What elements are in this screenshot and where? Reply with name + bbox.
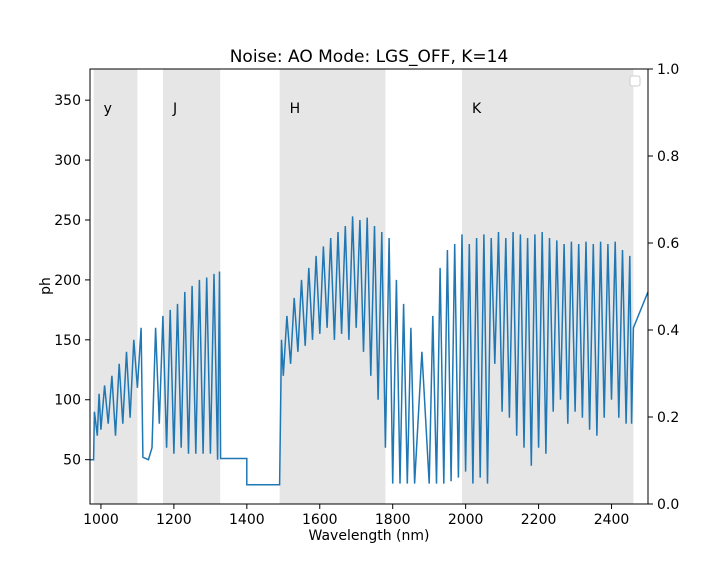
y-tick-label: 250 [54, 213, 81, 229]
x-tick-label: 1800 [375, 512, 411, 528]
band-y [93, 69, 138, 504]
band-label-H: H [290, 101, 301, 117]
band-label-K: K [472, 101, 482, 117]
y-axis-label: ph [38, 277, 54, 295]
y-tick-label: 50 [63, 453, 81, 469]
x-tick-label: 1600 [302, 512, 338, 528]
series-line [90, 216, 649, 486]
y-tick-label: 200 [54, 273, 81, 289]
chart-title: Noise: AO Mode: LGS_OFF, K=14 [230, 47, 509, 67]
y2-tick-label: 0.2 [657, 410, 679, 426]
x-axis-ticks: 1000 1200 1400 1600 1800 2000 2200 2400 [83, 504, 629, 528]
legend-box [629, 75, 641, 87]
y-tick-label: 100 [54, 393, 81, 409]
x-tick-label: 1200 [156, 512, 192, 528]
y-tick-label: 300 [54, 153, 81, 169]
y-tick-label: 350 [54, 93, 81, 109]
band-label-J: J [172, 101, 177, 117]
y2-tick-label: 1.0 [657, 62, 679, 78]
band-label-y: y [104, 101, 112, 117]
y2-tick-label: 0.4 [657, 323, 679, 339]
x-tick-label: 1400 [229, 512, 265, 528]
plot-frame [89, 68, 649, 505]
y-tick-label: 150 [54, 333, 81, 349]
x-tick-label: 2200 [521, 512, 557, 528]
x-tick-label: 1000 [83, 512, 119, 528]
x-tick-label: 2400 [594, 512, 630, 528]
y2-tick-label: 0.6 [657, 236, 679, 252]
x-tick-label: 2000 [448, 512, 484, 528]
x-axis-label: Wavelength (nm) [309, 528, 430, 544]
y2-axis-ticks: 0.0 0.2 0.4 0.6 0.8 1.0 [648, 62, 679, 513]
y2-tick-label: 0.8 [657, 149, 679, 165]
y2-tick-label: 0.0 [657, 497, 679, 513]
y-axis-ticks: 50 100 150 200 250 300 350 [54, 93, 90, 469]
